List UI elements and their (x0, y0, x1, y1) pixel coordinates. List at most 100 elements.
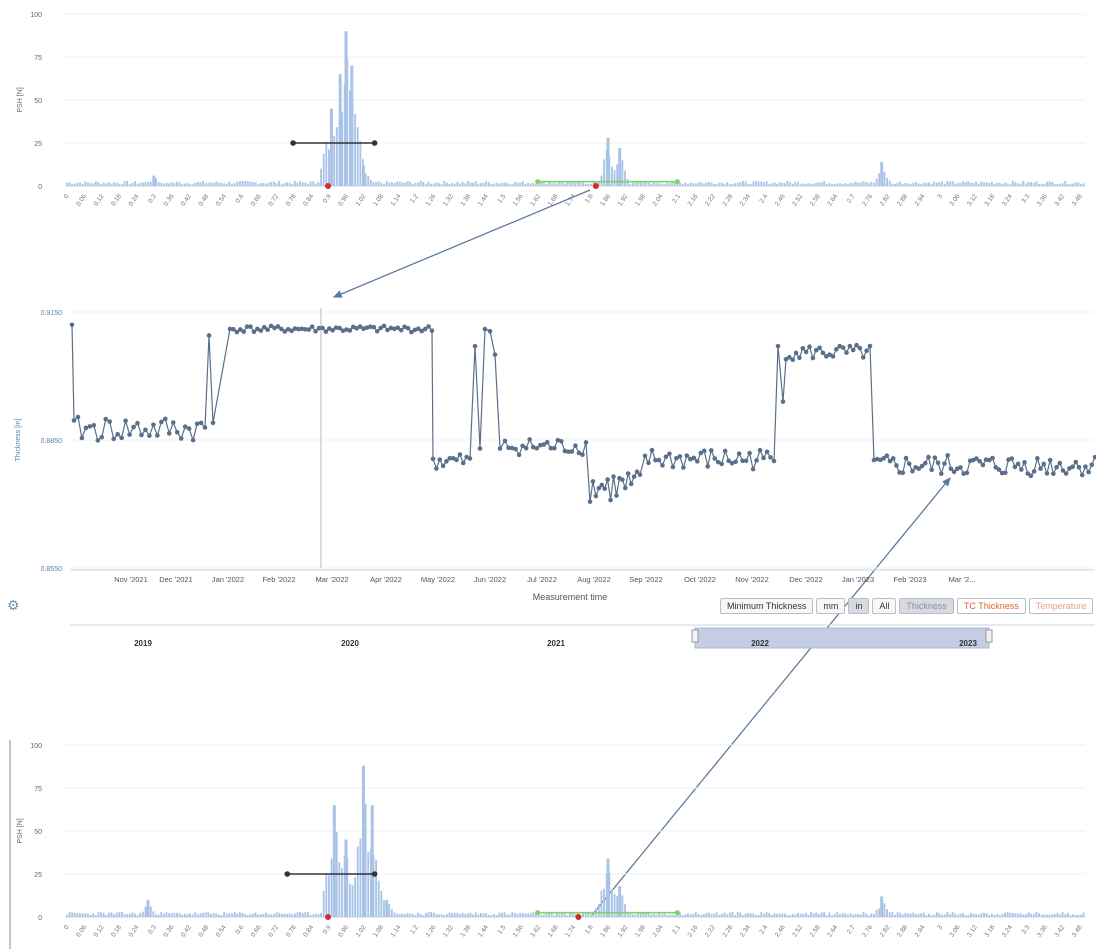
spectrum-bar (726, 182, 729, 186)
top-spectrum-markers (290, 140, 680, 189)
red-marker (325, 183, 332, 189)
spectrum-bar (574, 914, 577, 917)
spectrum-bar (393, 182, 396, 186)
spectrum-bar (147, 181, 150, 186)
spectrum-bar (493, 914, 495, 917)
spectrum-bar (280, 913, 283, 917)
spectrum-bar (333, 135, 336, 186)
thickness-point (566, 449, 571, 455)
spectrum-bar (162, 183, 165, 186)
spectrum-bar (409, 913, 412, 917)
x-tick-label: 3 (936, 924, 944, 931)
spectrum-bar (322, 891, 325, 917)
x-tick-label: 3.06 (949, 924, 962, 939)
y-axis-label: PSH [N] (17, 87, 24, 112)
spectrum-bar (451, 182, 454, 186)
spectrum-bar (113, 182, 115, 186)
spectrum-bar (210, 182, 212, 186)
spectrum-bar (613, 170, 616, 186)
spectrum-bar (849, 913, 852, 917)
thickness-point (935, 460, 941, 466)
spectrum-bar (1069, 184, 1072, 186)
x-tick-label: 2.34 (739, 193, 752, 208)
navigator-year-label: 2021 (547, 639, 565, 648)
spectrum-bar (335, 127, 338, 186)
spectrum-bar (642, 913, 645, 917)
x-tick-label: 1.38 (459, 193, 472, 208)
spectrum-bar (202, 912, 205, 917)
spectrum-bar (663, 913, 666, 917)
spectrum-bar (404, 913, 406, 917)
spectrum-bar (980, 181, 983, 186)
spectrum-bar (925, 915, 928, 917)
settings-gear-icon[interactable]: ⚙ (7, 597, 20, 613)
spectrum-bar (752, 913, 755, 917)
spectrum-bar (280, 184, 283, 186)
temperature-series-toggle[interactable]: Temperature (1028, 598, 1094, 614)
spectrum-bar (886, 909, 888, 917)
unit-in-button[interactable]: in (848, 598, 870, 614)
spectrum-bar (419, 180, 422, 186)
spectrum-bar (314, 183, 317, 186)
spectrum-bar (66, 182, 68, 186)
spectrum-bar (113, 914, 115, 917)
spectrum-bar (705, 182, 708, 186)
x-tick-label: 0.78 (285, 193, 298, 208)
thickness-point (265, 327, 270, 332)
spectrum-bar (828, 183, 831, 186)
spectrum-bar (1053, 184, 1056, 186)
time-navigator[interactable]: 2019 2020 2021 2022 2023 (70, 624, 1095, 649)
thickness-point (275, 324, 281, 329)
bottom-spectrum-markers (284, 871, 680, 920)
spectrum-bar (131, 912, 134, 917)
spectrum-bar (576, 181, 579, 186)
spectrum-bar (718, 182, 721, 186)
x-tick-label: May '2022 (421, 575, 455, 584)
spectrum-bar (977, 183, 980, 186)
spectrum-bar (734, 915, 737, 917)
tc-thickness-series-toggle[interactable]: TC Thickness (956, 598, 1026, 614)
spectrum-bar (317, 182, 320, 186)
spectrum-bar (603, 888, 605, 917)
spectrum-bar (647, 912, 650, 917)
x-tick-label: 1.38 (459, 924, 472, 939)
thickness-point (426, 324, 431, 329)
thickness-point (1019, 467, 1024, 472)
thickness-point (398, 327, 404, 333)
thickness-series-toggle[interactable]: Thickness (899, 598, 954, 614)
y-tick-label: 50 (34, 98, 42, 105)
thickness-point (231, 326, 236, 332)
spectrum-bar (571, 913, 574, 917)
thickness-point (227, 326, 233, 332)
thickness-point (309, 324, 315, 329)
thickness-point (1025, 471, 1031, 476)
thickness-point (371, 324, 377, 330)
x-tick-label: 1.5 (496, 193, 507, 205)
spectrum-bar (967, 914, 970, 917)
spectrum-bar (66, 914, 68, 917)
spectrum-bar (139, 912, 142, 917)
peak-bar (385, 899, 389, 917)
x-tick-label: 0.54 (215, 193, 228, 208)
range-all-button[interactable]: All (872, 598, 897, 614)
spectrum-bar (176, 912, 178, 917)
spectrum-bar (1038, 913, 1040, 917)
thickness-point (840, 345, 846, 350)
thickness-point (482, 326, 488, 332)
thickness-point (131, 424, 136, 430)
spectrum-bar (123, 914, 126, 917)
minimum-thickness-button[interactable]: Minimum Thickness (720, 598, 814, 614)
spectrum-bar (364, 173, 367, 186)
spectrum-bar (815, 182, 818, 186)
spectrum-bar (844, 913, 847, 917)
thickness-point (797, 355, 802, 361)
spectrum-bar (267, 182, 270, 186)
thickness-point (743, 458, 749, 464)
green-range-end (674, 179, 680, 185)
thickness-point (457, 452, 463, 457)
x-tick-label: 2.52 (791, 924, 804, 939)
spectrum-bar (1017, 183, 1019, 186)
x-tick-label: Nov '2021 (114, 575, 148, 584)
x-tick-label: 2.28 (721, 924, 734, 939)
unit-mm-button[interactable]: mm (816, 598, 846, 614)
